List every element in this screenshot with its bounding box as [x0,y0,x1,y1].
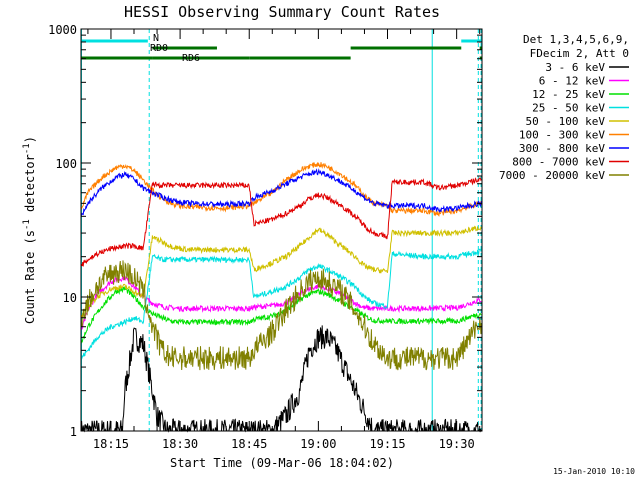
legend-label-1: 6 - 12 keV [539,75,606,88]
series-line-1 [80,275,482,330]
x-axis-label: Start Time (09-Mar-06 18:04:02) [170,456,394,470]
legend-label-2: 12 - 25 keV [532,88,605,101]
x-tick-label-2: 18:45 [231,437,267,451]
flag-label-n: N [153,33,159,44]
x-axis: 18:15 18:30 18:45 19:00 19:15 19:30 [87,29,481,451]
chart-title: HESSI Observing Summary Count Rates [124,3,440,21]
y-axis: 1 10 100 1000 [48,23,482,439]
y-tick-label-3: 1000 [48,23,77,37]
y-axis-label-part1: Count Rate (s [23,230,37,324]
series-line-3 [80,248,482,360]
y-axis-label-part2: detector [23,154,37,219]
y-tick-label-1: 10 [63,291,77,305]
legend-label-8: 7000 - 20000 keV [499,169,605,182]
flag-label-rd6: RD6 [182,53,200,64]
x-tick-label-1: 18:30 [162,437,198,451]
x-tick-label-4: 19:15 [369,437,405,451]
y-tick-label-2: 100 [55,157,77,171]
series-line-7 [81,177,482,267]
y-axis-label-part3: ) [23,136,37,143]
y-tick-label-0: 1 [70,425,77,439]
legend-label-5: 100 - 300 keV [519,129,605,142]
series-line-6 [80,168,482,217]
legend-header-0: Det 1,3,4,5,6,9, [523,33,629,46]
x-tick-label-0: 18:15 [93,437,129,451]
legend-label-6: 300 - 800 keV [519,142,605,155]
legend-header-1: FDecim 2, Att 0 [530,47,629,60]
legend-label-3: 25 - 50 keV [532,102,605,115]
footer-date: 15-Jan-2010 10:10 [553,467,635,476]
series-line-4 [80,225,482,319]
legend: Det 1,3,4,5,6,9,FDecim 2, Att 03 - 6 keV… [499,33,629,182]
series-line-8 [80,260,482,371]
plot-frame [80,28,483,432]
y-axis-label-sup1: -1 [22,219,32,230]
x-tick-label-5: 19:30 [439,437,475,451]
flag-label-rd0: RD0 [150,43,168,54]
legend-label-7: 800 - 7000 keV [512,156,605,169]
legend-label-4: 50 - 100 keV [526,115,606,128]
x-tick-label-3: 19:00 [300,437,336,451]
legend-label-0: 3 - 6 keV [545,61,605,74]
y-axis-label-sup2: -1 [22,143,32,154]
y-axis-label: Count Rate (s-1 detector-1) [22,136,37,324]
